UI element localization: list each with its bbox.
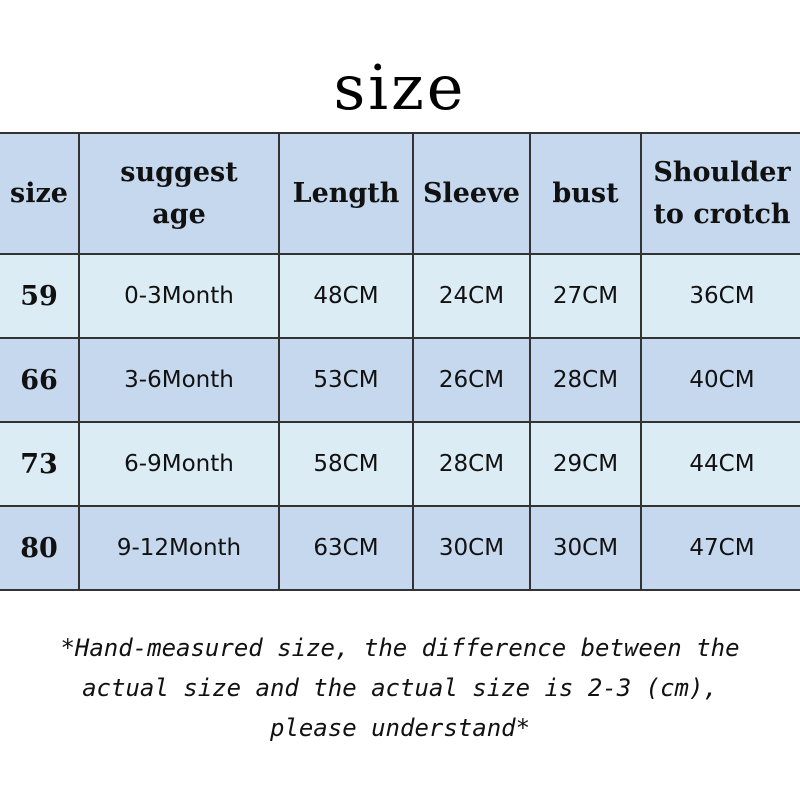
- note-line: please understand*: [269, 714, 531, 742]
- cell-length: 53CM: [278, 337, 414, 423]
- header-size: size: [0, 132, 80, 255]
- measurement-note: *Hand-measured size, the difference betw…: [0, 628, 800, 748]
- table-header-row: size suggest age Length Sleeve bust Shou…: [0, 132, 800, 255]
- header-length: Length: [278, 132, 414, 255]
- table-row: 80 9-12Month 63CM 30CM 30CM 47CM: [0, 505, 800, 591]
- cell-sleeve: 28CM: [412, 421, 531, 507]
- cell-length: 63CM: [278, 505, 414, 591]
- table-row: 73 6-9Month 58CM 28CM 29CM 44CM: [0, 421, 800, 507]
- cell-bust: 28CM: [529, 337, 642, 423]
- cell-shoulder-to-crotch: 36CM: [640, 253, 800, 339]
- cell-length: 48CM: [278, 253, 414, 339]
- cell-shoulder-to-crotch: 40CM: [640, 337, 800, 423]
- cell-size: 66: [0, 337, 80, 423]
- cell-age: 0-3Month: [78, 253, 280, 339]
- cell-size: 59: [0, 253, 80, 339]
- header-sleeve: Sleeve: [412, 132, 531, 255]
- page-title: size: [333, 51, 467, 124]
- table-row: 66 3-6Month 53CM 26CM 28CM 40CM: [0, 337, 800, 423]
- note-line: *Hand-measured size, the difference betw…: [60, 634, 740, 662]
- cell-bust: 30CM: [529, 505, 642, 591]
- cell-sleeve: 30CM: [412, 505, 531, 591]
- cell-age: 9-12Month: [78, 505, 280, 591]
- cell-shoulder-to-crotch: 47CM: [640, 505, 800, 591]
- header-bust: bust: [529, 132, 642, 255]
- cell-shoulder-to-crotch: 44CM: [640, 421, 800, 507]
- cell-sleeve: 24CM: [412, 253, 531, 339]
- cell-bust: 29CM: [529, 421, 642, 507]
- header-suggest-age: suggest age: [78, 132, 280, 255]
- cell-bust: 27CM: [529, 253, 642, 339]
- note-line: actual size and the actual size is 2-3 (…: [82, 674, 718, 702]
- cell-age: 3-6Month: [78, 337, 280, 423]
- cell-size: 73: [0, 421, 80, 507]
- cell-age: 6-9Month: [78, 421, 280, 507]
- header-shoulder-to-crotch: Shoulder to crotch: [640, 132, 800, 255]
- cell-length: 58CM: [278, 421, 414, 507]
- cell-sleeve: 26CM: [412, 337, 531, 423]
- cell-size: 80: [0, 505, 80, 591]
- table-row: 59 0-3Month 48CM 24CM 27CM 36CM: [0, 253, 800, 339]
- size-table: size suggest age Length Sleeve bust Shou…: [0, 132, 800, 591]
